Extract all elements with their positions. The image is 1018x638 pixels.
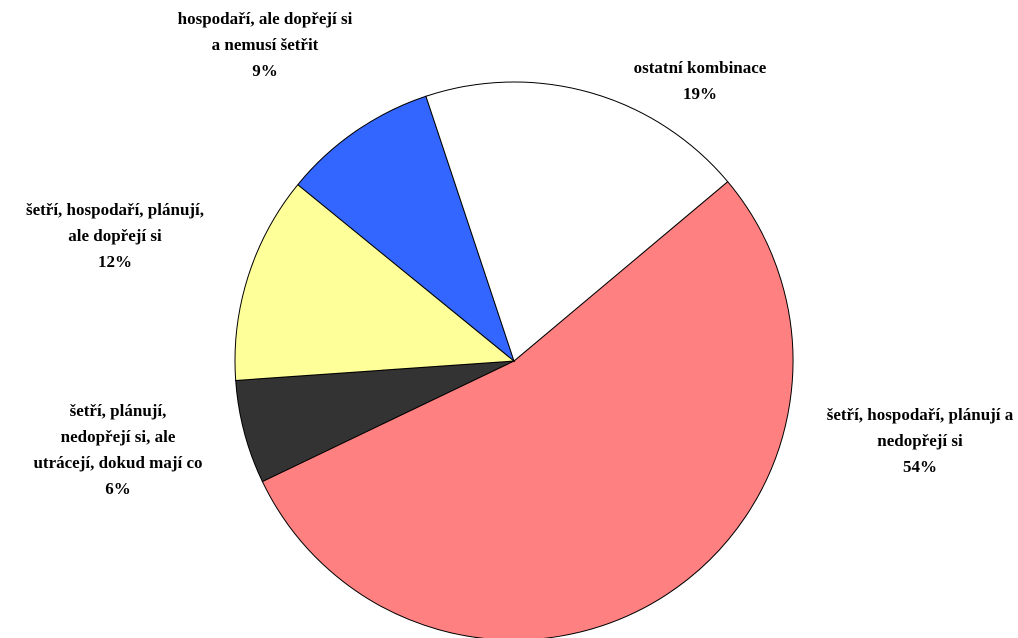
category-name: šetří, plánují, nedopřejí si, ale utráce… [33, 401, 203, 472]
slice-label: šetří, hospodaří, plánují, ale dopřejí s… [20, 197, 210, 275]
value-label: 19% [683, 84, 717, 103]
slice-label: ostatní kombinace 19% [590, 55, 810, 107]
category-name: ostatní kombinace [633, 58, 767, 77]
value-label: 54% [903, 457, 937, 476]
category-name: šetří, hospodaří, plánují a nedopřejí si [826, 405, 1014, 450]
slice-label: šetří, plánují, nedopřejí si, ale utráce… [33, 398, 203, 502]
pie-slice [261, 180, 794, 638]
category-name: hospodaří, ale dopřejí si a nemusí šetři… [177, 9, 353, 54]
value-label: 6% [105, 479, 131, 498]
pie-slice [234, 183, 516, 381]
category-name: šetří, hospodaří, plánují, ale dopřejí s… [25, 200, 205, 245]
pie-slice [297, 95, 516, 363]
value-label: 12% [98, 252, 132, 271]
value-label: 9% [252, 61, 278, 80]
slice-label: šetří, hospodaří, plánují a nedopřejí si… [820, 402, 1018, 480]
pie-slice [425, 81, 729, 362]
slice-label: hospodaří, ale dopřejí si a nemusí šetři… [173, 6, 358, 84]
